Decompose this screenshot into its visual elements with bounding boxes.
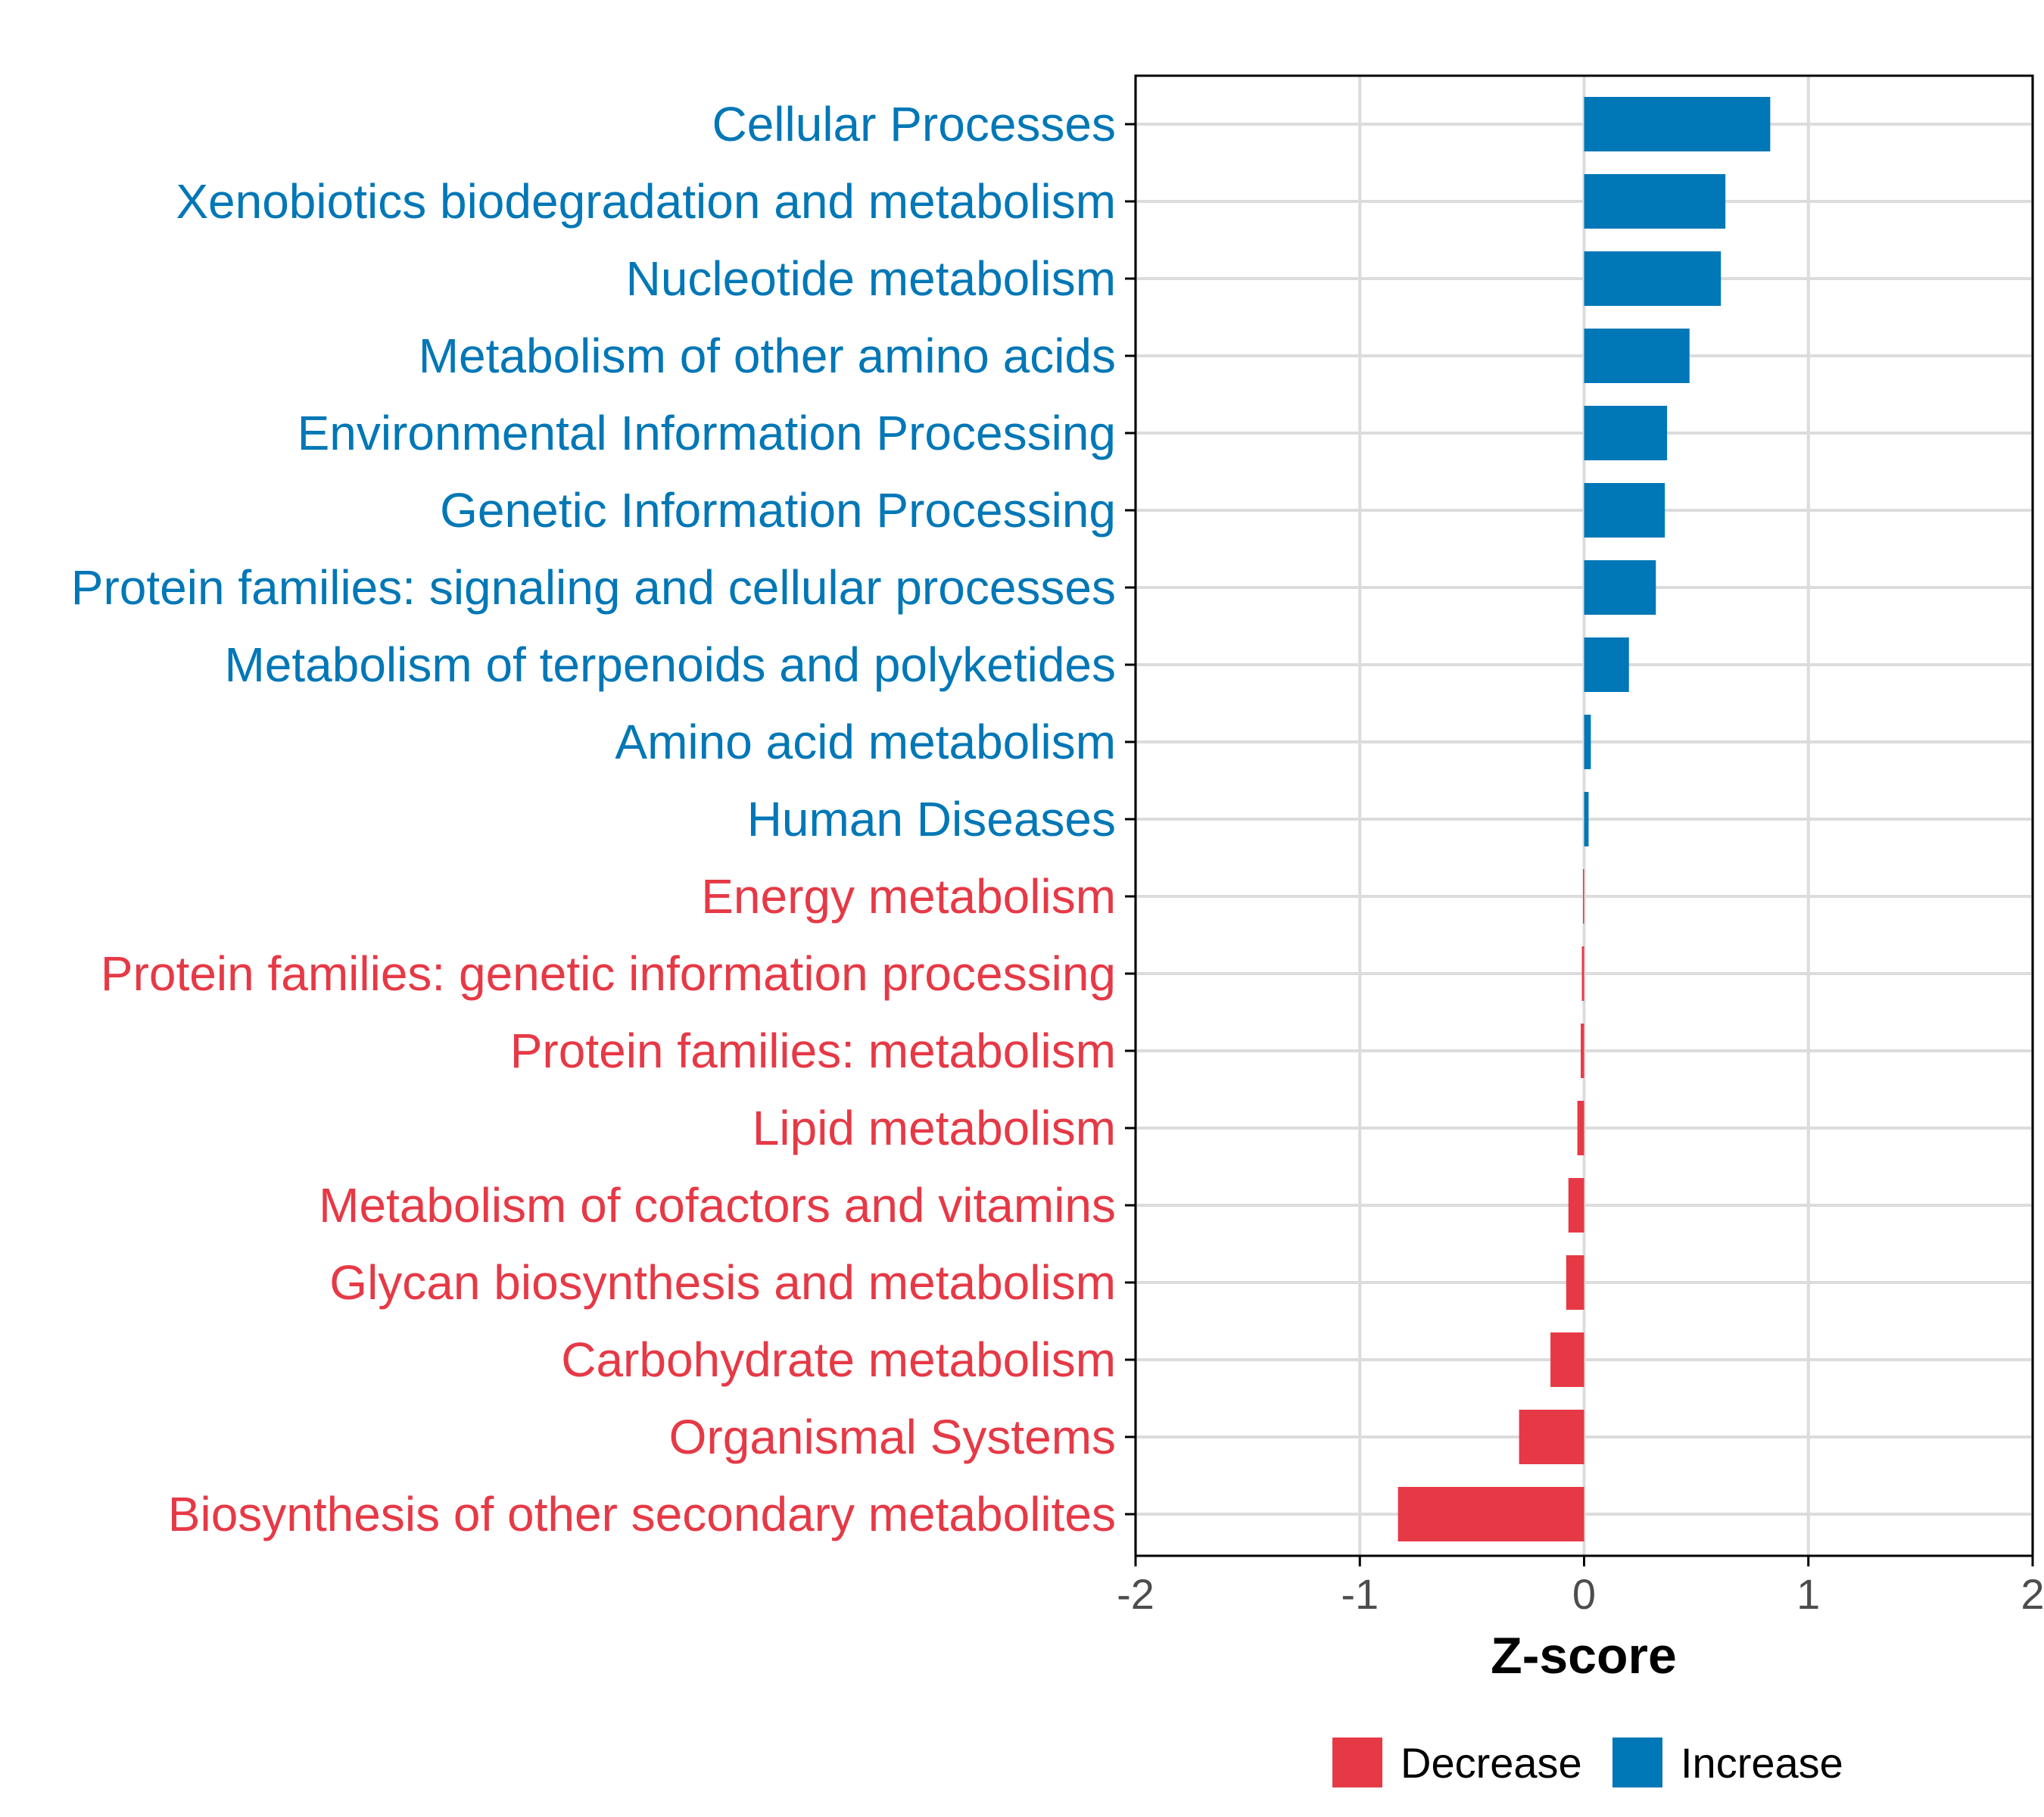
bars	[1397, 97, 1771, 1541]
bar-decrease	[1550, 1332, 1584, 1387]
bar-increase	[1584, 637, 1629, 692]
x-axis-title: Z-score	[1491, 1627, 1677, 1685]
bar-decrease	[1583, 869, 1584, 924]
x-axis: -2 -1 0 1 2	[1117, 1556, 2044, 1618]
y-tick-label: Xenobiotics biodegradation and metabolis…	[176, 174, 1116, 229]
y-tick-label: Metabolism of other amino acids	[419, 329, 1116, 383]
y-tick-label: Nucleotide metabolism	[626, 251, 1116, 306]
y-tick-label: Protein families: signaling and cellular…	[71, 560, 1116, 615]
legend-swatch-decrease	[1332, 1738, 1382, 1787]
bar-decrease	[1577, 1101, 1584, 1155]
y-tick-label: Human Diseases	[747, 792, 1116, 846]
y-tick-label: Protein families: genetic information pr…	[101, 946, 1116, 1001]
y-tick-label: Glycan biosynthesis and metabolism	[329, 1255, 1116, 1310]
y-tick-label: Lipid metabolism	[752, 1101, 1116, 1155]
bar-increase	[1584, 97, 1771, 151]
y-tick-label: Genetic Information Processing	[440, 483, 1116, 538]
y-tick-label: Amino acid metabolism	[615, 715, 1116, 769]
y-tick-label: Metabolism of cofactors and vitamins	[319, 1178, 1116, 1233]
x-tick-label: -2	[1117, 1570, 1154, 1618]
bar-decrease	[1519, 1410, 1584, 1464]
legend-swatch-increase	[1612, 1738, 1662, 1787]
bar-increase	[1584, 251, 1722, 306]
y-tick-label: Carbohydrate metabolism	[561, 1332, 1116, 1387]
y-axis: Cellular Processes Xenobiotics biodegrada…	[71, 97, 1136, 1541]
legend-label-increase: Increase	[1681, 1739, 1843, 1787]
x-tick-label: 1	[1796, 1570, 1820, 1618]
y-tick-label: Metabolism of terpenoids and polyketides	[224, 637, 1116, 692]
x-tick-label: 0	[1572, 1570, 1596, 1618]
x-tick-label: -1	[1341, 1570, 1379, 1618]
y-tick-label: Environmental Information Processing	[298, 406, 1116, 460]
bar-decrease	[1397, 1487, 1584, 1541]
bar-increase	[1584, 483, 1665, 538]
bar-increase	[1584, 406, 1668, 460]
bar-increase	[1584, 560, 1656, 615]
y-tick-label: Organismal Systems	[669, 1410, 1116, 1464]
x-tick-label: 2	[2021, 1570, 2044, 1618]
legend: Decrease Increase	[1332, 1738, 1843, 1787]
bar-decrease	[1581, 1024, 1584, 1078]
y-tick-label: Energy metabolism	[701, 869, 1116, 924]
bar-decrease	[1568, 1178, 1584, 1233]
y-tick-label: Cellular Processes	[712, 97, 1116, 151]
legend-label-decrease: Decrease	[1401, 1739, 1582, 1787]
y-tick-label: Biosynthesis of other secondary metaboli…	[168, 1487, 1116, 1541]
bar-decrease	[1566, 1255, 1584, 1310]
bar-increase	[1584, 715, 1591, 769]
bar-increase	[1584, 174, 1726, 229]
bar-increase	[1584, 329, 1690, 383]
bar-decrease	[1581, 946, 1584, 1001]
bar-increase	[1584, 792, 1589, 846]
y-tick-label: Protein families: metabolism	[510, 1024, 1116, 1078]
